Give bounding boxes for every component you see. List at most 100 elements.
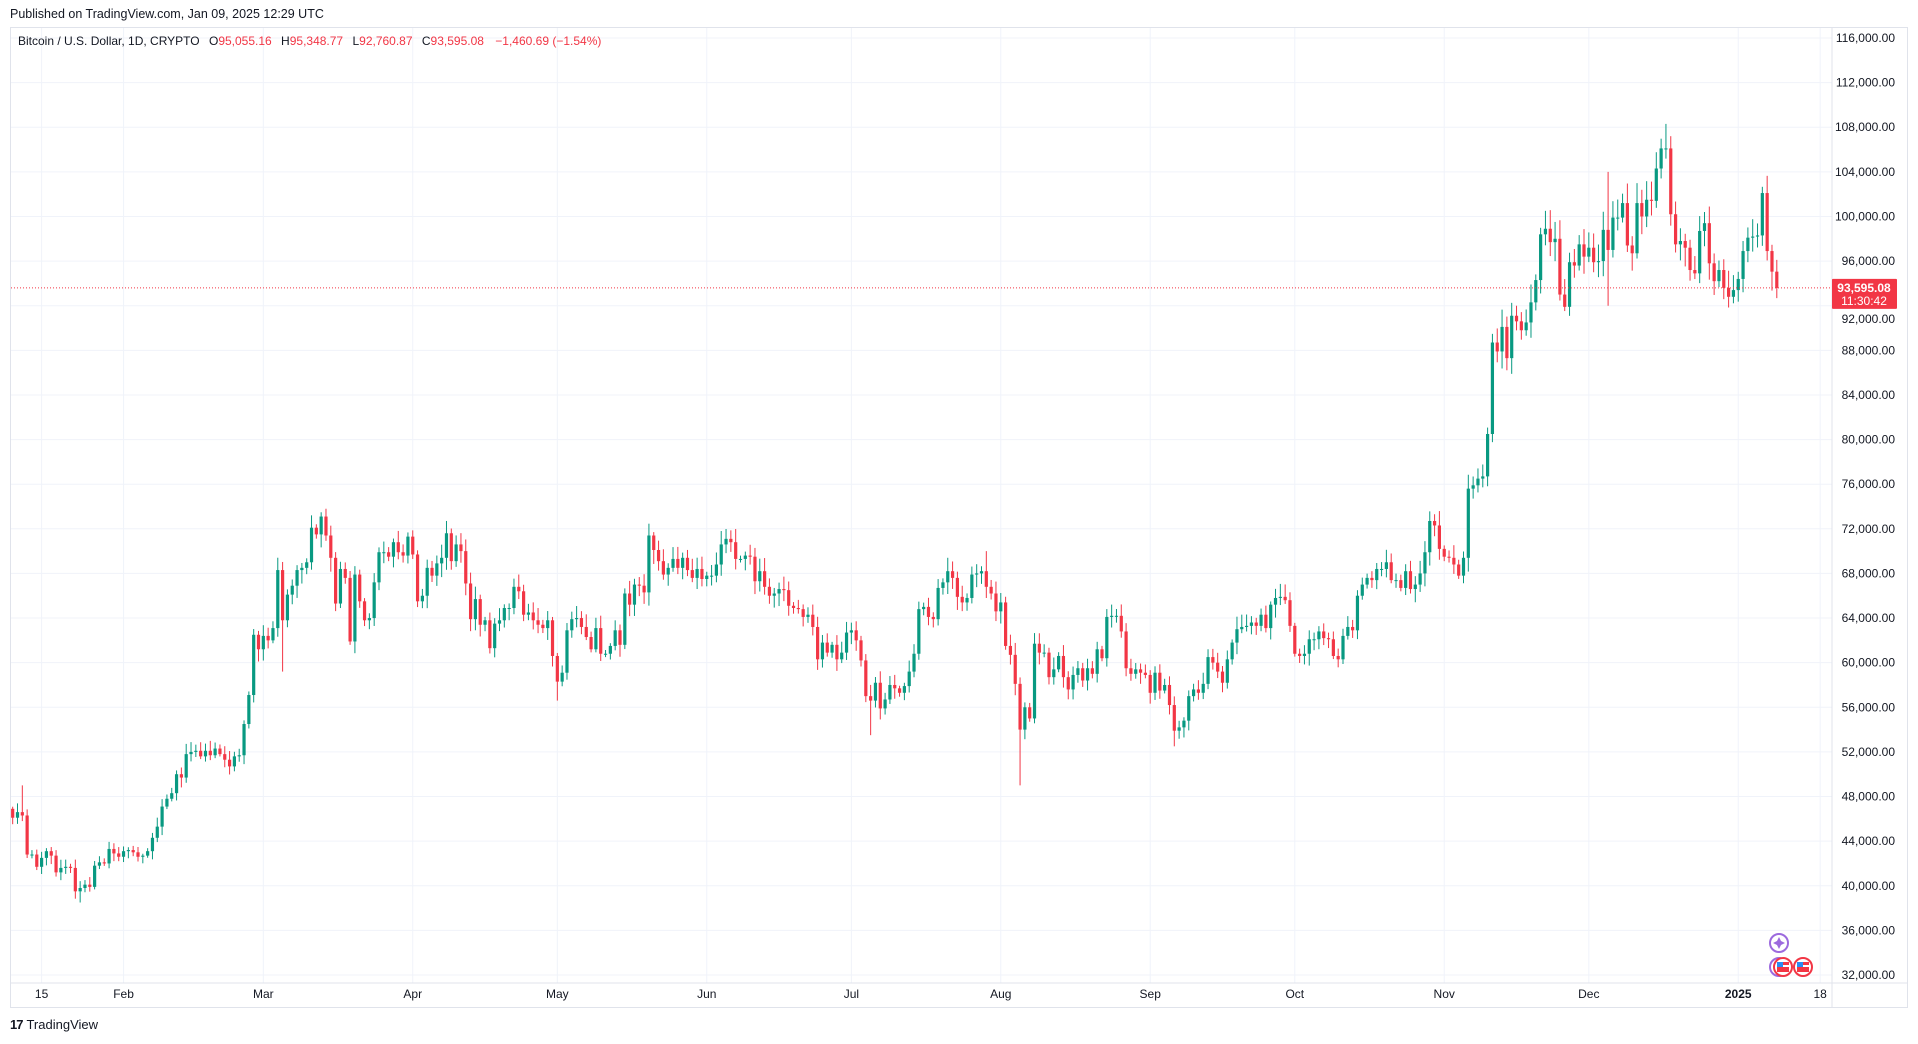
candle-body (276, 570, 280, 629)
candle (121, 846, 126, 863)
footer-brand[interactable]: 17 TradingView (10, 1017, 98, 1032)
candle (483, 616, 487, 632)
candle-body (565, 630, 569, 673)
candle (811, 604, 815, 636)
candle-body (1659, 148, 1663, 169)
candle-body (324, 516, 328, 536)
candle (748, 544, 752, 565)
candle (1090, 661, 1094, 679)
candle-body (20, 812, 24, 816)
candle-body (507, 608, 511, 610)
candle-body (1085, 668, 1090, 681)
candle-body (78, 887, 82, 892)
candle-body (237, 755, 241, 757)
candle-body (319, 516, 323, 535)
candle (194, 744, 198, 757)
candle (1341, 628, 1345, 665)
candle (806, 607, 810, 623)
candle-body (1365, 577, 1369, 585)
candle (825, 633, 829, 657)
published-caption: Published on TradingView.com, Jan 09, 20… (10, 7, 324, 21)
candle (1105, 609, 1109, 667)
candle (1211, 648, 1215, 670)
candle-body (1399, 580, 1403, 588)
candle-body (1341, 635, 1345, 660)
candle (1138, 663, 1143, 684)
candle (1722, 259, 1726, 300)
candle-body (203, 750, 208, 757)
candle (656, 540, 661, 571)
sparkle-event-icon[interactable] (1769, 933, 1789, 953)
candle (1293, 622, 1297, 657)
candle (772, 587, 776, 608)
candle (415, 550, 420, 608)
brand-name: TradingView (26, 1017, 99, 1032)
candle-body (1577, 244, 1581, 266)
candle (1688, 239, 1692, 281)
candle-body (647, 535, 651, 593)
candle (382, 541, 386, 564)
candle-body (1669, 148, 1673, 215)
candle (367, 613, 371, 630)
candle-body (1052, 669, 1056, 678)
candle-body (594, 628, 598, 650)
us-flag-event-icon[interactable] (1769, 957, 1793, 977)
candle-body (1505, 326, 1509, 359)
candle-body (131, 850, 135, 853)
candle-body (348, 577, 352, 642)
candle-body (893, 684, 897, 689)
candle (30, 850, 34, 859)
candle-body (714, 564, 718, 576)
candle (1375, 562, 1379, 590)
candle (242, 720, 246, 765)
candle (579, 611, 584, 635)
symbol-title[interactable]: Bitcoin / U.S. Dollar, 1D, CRYPTO (18, 34, 200, 48)
candle-body (1654, 168, 1658, 201)
candle-body (440, 557, 444, 564)
candle-body (1452, 557, 1456, 565)
candle-body (1293, 625, 1297, 654)
candle-body (1119, 615, 1123, 632)
candle-body (1765, 193, 1769, 252)
candle (1770, 244, 1774, 291)
candle (473, 586, 477, 631)
candle-body (1616, 217, 1620, 219)
candle-body (1514, 315, 1519, 322)
last-price-badge (1832, 278, 1897, 309)
us-flag-event-icon[interactable] (1793, 957, 1813, 977)
candle (1076, 661, 1080, 683)
candle (1216, 652, 1220, 679)
candle (555, 652, 559, 701)
candle-body (1081, 668, 1085, 681)
candle (252, 629, 256, 703)
candle-body (608, 645, 612, 654)
candle (117, 847, 121, 862)
x-tick-label: Nov (1434, 987, 1455, 1001)
candle-body (1163, 684, 1167, 691)
candle-body (1582, 244, 1586, 257)
candle (512, 578, 516, 615)
candle-body (102, 862, 106, 864)
candle (1553, 221, 1557, 262)
candle (425, 559, 429, 609)
candle-body (724, 538, 728, 545)
candle (1129, 658, 1133, 681)
candle-body (695, 568, 699, 578)
candle (1486, 427, 1490, 487)
candle (1365, 573, 1369, 589)
change-value: −1,460.69 (−1.54%) (495, 34, 602, 48)
candle-body (1042, 652, 1046, 654)
candle (1731, 275, 1736, 304)
candle (1432, 514, 1437, 537)
candle-body (1037, 643, 1041, 653)
candle (902, 682, 906, 701)
candle (15, 803, 20, 824)
candle-body (1114, 615, 1119, 617)
x-tick-label: Sep (1140, 987, 1162, 1001)
candle-body (1191, 689, 1196, 697)
low-label: L (352, 34, 360, 48)
candle-body (1712, 263, 1716, 282)
candle-body (946, 571, 950, 583)
x-tick-label: Oct (1285, 987, 1304, 1001)
